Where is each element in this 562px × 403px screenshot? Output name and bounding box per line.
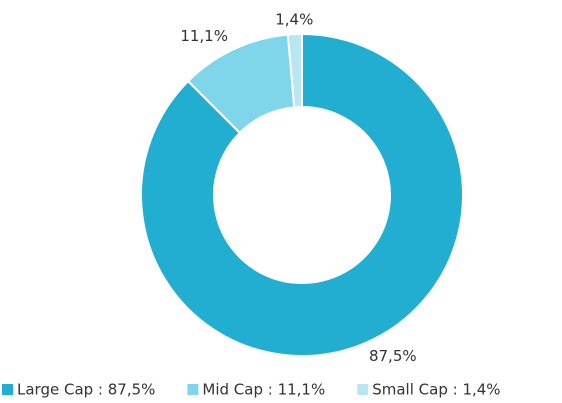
data-label: 11,1% [180, 27, 228, 45]
legend-label: Large Cap : 87,5% [17, 381, 155, 399]
donut-slice [286, 32, 303, 109]
legend-swatch [187, 384, 199, 395]
data-label: 1,4% [275, 11, 313, 29]
legend-label: Mid Cap : 11,1% [202, 381, 325, 399]
legend-swatch [357, 384, 369, 395]
donut-slice [140, 32, 464, 357]
data-label: 87,5% [369, 347, 417, 365]
legend-swatch [2, 384, 13, 395]
legend-label: Small Cap : 1,4% [372, 381, 500, 399]
